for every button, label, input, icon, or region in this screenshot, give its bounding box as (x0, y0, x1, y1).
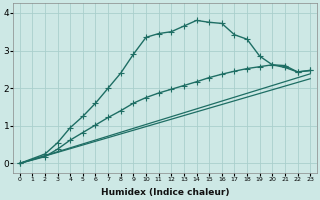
X-axis label: Humidex (Indice chaleur): Humidex (Indice chaleur) (101, 188, 229, 197)
